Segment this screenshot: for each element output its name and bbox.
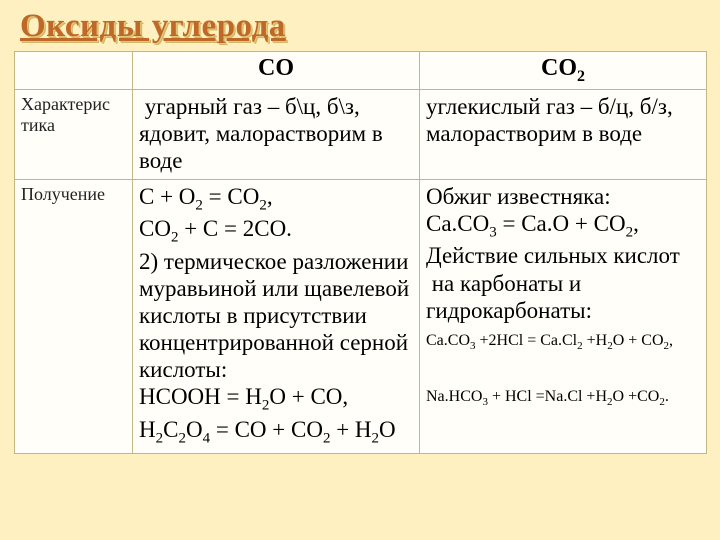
cell-characteristic-co: угарный газ – б\ц, б\з, ядовит, малораст… [133,89,420,179]
row-characteristic: Характерис тика угарный газ – б\ц, б\з, … [15,89,707,179]
row-production: Получение C + O2 = CO2,CO2 + C = 2CO.2) … [15,180,707,454]
col-header-co: СО [133,52,420,90]
cell-characteristic-co2: углекислый газ – б/ц, б/з, малорастворим… [420,89,707,179]
row-label-characteristic: Характерис тика [15,89,133,179]
col-header-co2: СО2 [420,52,707,90]
slide: Оксиды углерода СО СО2 Характерис тика у… [0,0,720,540]
cell-production-co2: Обжиг известняка:Ca.CO3 = Ca.O + CO2,Дей… [420,180,707,454]
oxides-table: СО СО2 Характерис тика угарный газ – б\ц… [14,51,707,454]
slide-title: Оксиды углерода [20,8,706,45]
corner-cell [15,52,133,90]
cell-production-co: C + O2 = CO2,CO2 + C = 2CO.2) термическо… [133,180,420,454]
row-label-production: Получение [15,180,133,454]
header-row: СО СО2 [15,52,707,90]
